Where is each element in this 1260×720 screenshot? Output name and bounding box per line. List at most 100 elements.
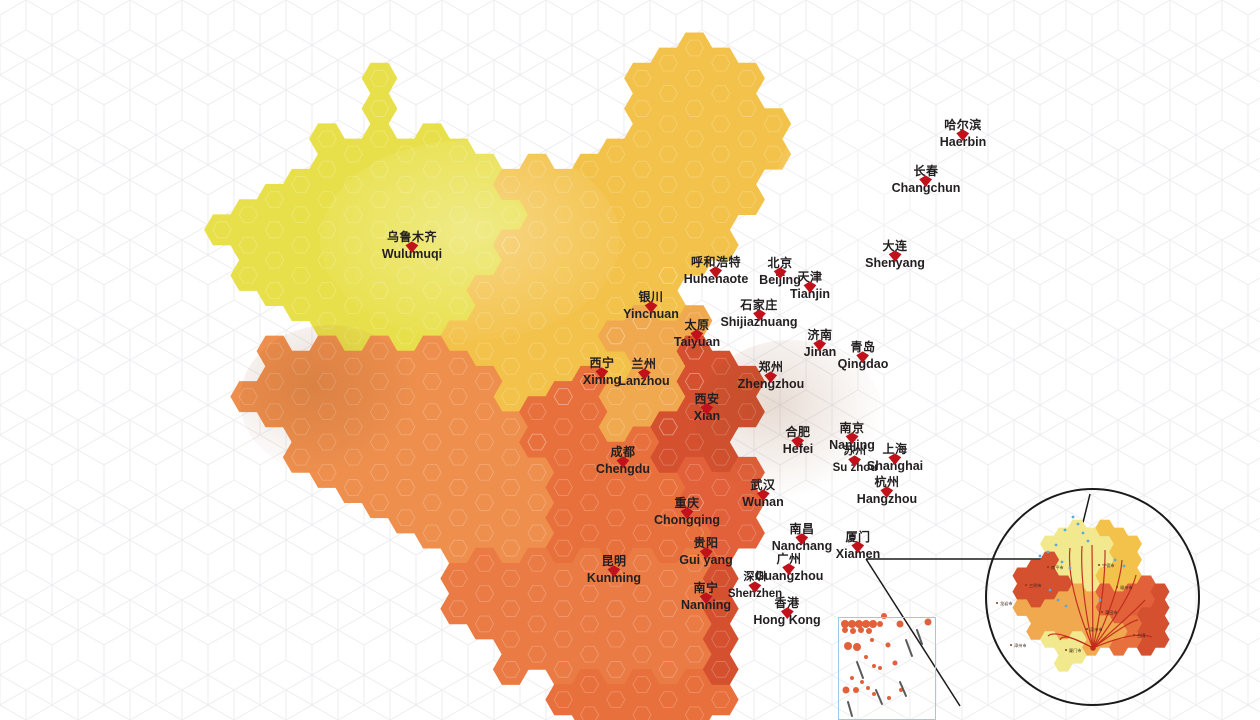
city-label-en: Wuhan <box>742 495 784 509</box>
map-pin-icon <box>756 488 770 501</box>
city-marker-guangzhou[interactable]: 广州 Guangzhou <box>755 553 824 582</box>
city-marker-nanjing[interactable]: 南京 Nanjing <box>829 422 875 451</box>
fujian-magnifier-inset[interactable]: 南平市 宁德市 三明市 福州市 龙岩市 莆田市 泉州市 台湾 漳州市 厦门市 <box>985 488 1200 706</box>
hex-cell <box>676 608 713 640</box>
city-marker-xining[interactable]: 西宁 Xining <box>583 357 621 386</box>
hex-cell <box>729 153 765 185</box>
hex-cell <box>624 396 660 428</box>
map-pin-icon <box>709 265 723 278</box>
hex-texture-cell <box>658 267 678 284</box>
hex-texture-cell <box>684 69 705 87</box>
city-marker-beijing[interactable]: 北京 Beijing <box>759 257 801 286</box>
hex-cell <box>414 365 450 397</box>
hex-texture-cell <box>553 600 573 618</box>
island-dot <box>848 620 856 628</box>
hex-cell <box>335 472 372 504</box>
city-marker-xiamen[interactable]: 厦门 Xiamen <box>835 531 881 561</box>
hex-texture-cell <box>291 236 311 254</box>
hex-cell <box>624 578 660 610</box>
island-dot <box>872 692 876 696</box>
city-marker-chongqing[interactable]: 重庆 Chongqing <box>654 497 720 526</box>
hex-cell <box>650 593 687 625</box>
hex-cell <box>440 381 477 413</box>
city-marker-yinchuan[interactable]: 银川 Yinchuan <box>623 291 679 320</box>
hex-texture-cell <box>606 570 626 587</box>
city-marker-chengdu[interactable]: 成都 Chengdu <box>596 446 650 475</box>
city-marker-taiyuan[interactable]: 太原 Taiyuan <box>674 319 720 348</box>
city-marker-zhengzhou[interactable]: 郑州 Zhengzhou <box>738 361 805 390</box>
hex-texture-cell <box>527 554 547 572</box>
city-marker-wulumuqi[interactable]: 乌鲁木齐 Wulumuqi <box>382 231 442 260</box>
hex-texture-cell <box>684 191 705 208</box>
city-label-en: Xiamen <box>835 547 881 561</box>
hex-texture-cell <box>422 342 442 360</box>
map-pin-icon <box>595 366 609 379</box>
island-dot <box>872 664 876 668</box>
hex-texture-cell <box>632 494 652 511</box>
hex-cell <box>545 684 582 716</box>
hex-texture-cell <box>658 418 678 436</box>
hex-texture-cell <box>448 479 468 496</box>
hex-texture-cell <box>632 706 652 720</box>
hex-texture-cell <box>291 267 311 284</box>
hex-cell <box>597 320 634 352</box>
city-marker-nanning[interactable]: 南宁 Nanning <box>681 582 731 611</box>
hex-texture-cell <box>684 39 705 57</box>
city-marker-gui-yang[interactable]: 贵阳 Gui yang <box>679 537 732 566</box>
city-label-cn: 合肥 <box>785 425 811 439</box>
hex-texture-cell <box>553 479 573 496</box>
hex-cell <box>650 623 687 655</box>
hex-cell <box>676 62 713 94</box>
city-marker-tianjin[interactable]: 天津 Tianjin <box>790 271 830 300</box>
inset-city-dot <box>1025 584 1028 587</box>
hex-cell <box>256 244 293 276</box>
hex-texture-cell <box>632 585 652 602</box>
hex-texture-cell <box>422 494 442 511</box>
city-marker-hefei[interactable]: 合肥 Hefei <box>783 425 814 455</box>
hex-cell <box>545 593 582 625</box>
island-dot <box>853 643 861 651</box>
hex-cell <box>702 199 739 231</box>
inset-city-label: 三明市 <box>1029 583 1042 588</box>
city-marker-lanzhou[interactable]: 兰州 Lanzhou <box>618 358 669 387</box>
city-marker-shenzhen[interactable]: 深圳 Shenzhen <box>728 572 782 601</box>
city-marker-hong-kong[interactable]: 香港 Hong Kong <box>753 597 820 626</box>
hex-cell <box>650 532 687 564</box>
city-marker-shijiazhuang[interactable]: 石家庄 Shijiazhuang <box>720 299 797 328</box>
hex-cell <box>624 335 660 367</box>
hex-cell <box>597 472 634 504</box>
hex-texture-cell <box>684 464 705 481</box>
hex-cell <box>729 123 765 155</box>
hex-cell <box>571 578 608 610</box>
island-dot <box>878 666 882 670</box>
city-marker-wuhan[interactable]: 武汉 Wuhan <box>742 479 784 509</box>
city-marker-huhehaote[interactable]: 呼和浩特 Huhehaote <box>684 256 749 285</box>
city-marker-haerbin[interactable]: 哈尔滨 Haerbin <box>940 119 987 148</box>
city-marker-su-zhou[interactable]: 苏州 Su zhou <box>833 446 878 475</box>
city-marker-jinan[interactable]: 济南 Jinan <box>804 329 837 358</box>
hex-texture-cell <box>606 145 626 163</box>
city-marker-changchun[interactable]: 长春 Changchun <box>892 165 961 194</box>
city-marker-shenyang[interactable]: 大连 Shenyang <box>865 240 925 269</box>
hex-texture-cell <box>632 676 652 693</box>
hex-texture-cell <box>684 676 705 693</box>
hex-texture-cell <box>369 100 390 117</box>
magnifier-ring <box>985 488 1200 706</box>
inset-city-dot <box>1010 644 1013 647</box>
city-marker-kunming[interactable]: 昆明 Kunming <box>587 555 641 584</box>
hex-cell <box>440 441 477 473</box>
hex-cell <box>492 562 529 594</box>
hex-texture-cell <box>763 115 783 133</box>
city-marker-hangzhou[interactable]: 杭州 Hangzhou <box>857 476 917 505</box>
hex-texture-cell <box>343 145 363 163</box>
city-marker-xian[interactable]: 西安 Xian <box>694 393 720 422</box>
hex-cell <box>361 123 398 155</box>
island-dot <box>858 627 864 633</box>
hex-texture-cell <box>579 676 600 693</box>
city-marker-shanghai[interactable]: 上海 Shanghai <box>867 443 923 472</box>
hex-cell <box>282 199 319 231</box>
city-marker-qingdao[interactable]: 青岛 Qingdao <box>838 341 889 370</box>
hex-cell <box>466 547 503 579</box>
city-marker-nanchang[interactable]: 南昌 Nanchang <box>772 523 832 552</box>
